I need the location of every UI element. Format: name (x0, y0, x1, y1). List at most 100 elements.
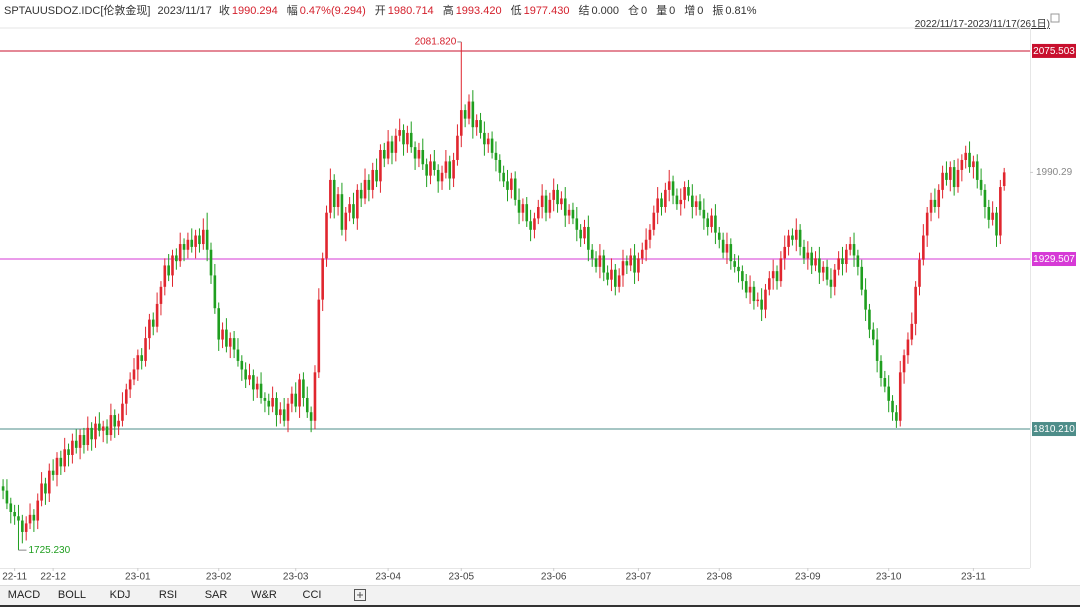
field-label: 结 (578, 5, 590, 17)
candle-body (671, 181, 675, 196)
candle-body (298, 379, 301, 407)
candle-body (136, 355, 140, 370)
candle-body (552, 189, 555, 200)
candle-body (617, 275, 621, 287)
candle-body (922, 235, 925, 260)
candle-body (5, 490, 9, 504)
candle-body (406, 132, 409, 145)
date-range[interactable]: 2022/11/17-2023/11/17(261日) (914, 19, 1050, 30)
candle-body (17, 516, 20, 521)
plus-icon[interactable] (354, 589, 366, 602)
field-value: 1990.294 (231, 5, 278, 17)
field-value: 1977.430 (523, 5, 570, 17)
x-tick-label: 23-05 (448, 572, 474, 583)
candle-body (294, 393, 298, 407)
candle-body (336, 194, 340, 208)
candle-body (933, 199, 937, 208)
candle-body (359, 189, 363, 199)
candle-body (802, 246, 806, 259)
tab[interactable]: BOLL (57, 589, 87, 601)
candle-body (421, 149, 425, 165)
candle-body (771, 271, 775, 279)
candle-body (702, 209, 706, 219)
candle-body (398, 130, 401, 136)
candle-body (556, 189, 559, 205)
candle-body (36, 500, 40, 521)
candle-body (571, 209, 575, 219)
candle-body (155, 303, 159, 327)
candle-body (86, 427, 90, 446)
price-label: 1929.507 (1033, 254, 1075, 265)
candle-body (875, 339, 879, 361)
candle-body (94, 423, 97, 440)
candle-body (806, 252, 810, 259)
candle-body (841, 258, 844, 265)
candle-body (71, 440, 74, 455)
field-value: 0 (669, 5, 676, 17)
candle-body (629, 255, 633, 266)
chart: 1990.29 22-11 22-12 23-01 23-02 23-03 23-04 23-… (0, 13, 1076, 583)
candle-body (32, 514, 36, 521)
candle-body (248, 375, 251, 380)
candle-body (583, 226, 586, 239)
candle-body (798, 229, 802, 247)
candle-body (255, 383, 259, 390)
candle-body (305, 397, 309, 413)
candle-body (845, 249, 848, 265)
candle-body (352, 204, 355, 219)
candle-body (590, 249, 594, 259)
tab[interactable]: MACD (7, 589, 41, 601)
tab[interactable]: W&R (251, 589, 277, 601)
tab[interactable]: SAR (204, 589, 228, 601)
candle-body (182, 244, 186, 250)
candle-body (159, 286, 163, 304)
x-tick-label: 23-11 (961, 572, 986, 583)
candle-body (363, 179, 367, 199)
candle-body (906, 339, 910, 356)
tab[interactable]: KDJ (109, 589, 131, 601)
field-value: 1980.714 (387, 5, 434, 17)
candle-body (417, 149, 421, 159)
candle-body (968, 152, 971, 168)
candle-body (687, 187, 690, 196)
candle-body (171, 255, 174, 276)
candle-body (67, 449, 70, 455)
candle-body (232, 338, 236, 350)
candle-body (675, 195, 679, 205)
candle-body (163, 265, 167, 287)
candle-body (1002, 172, 1006, 187)
candle-body (621, 261, 625, 276)
candle-body (536, 207, 540, 219)
candle-body (105, 426, 109, 436)
candle-body (914, 286, 917, 324)
candle-body (648, 229, 652, 240)
candle-body (937, 189, 941, 208)
candle-body (991, 212, 994, 220)
candle-body (987, 207, 991, 220)
x-tick-label: 23-06 (541, 572, 567, 583)
min-label: 1725.230 (28, 545, 70, 556)
candle-body (51, 470, 55, 475)
candle-body (151, 319, 155, 327)
candle-body (78, 435, 82, 448)
candle-body (579, 229, 582, 239)
candle-body (448, 161, 452, 179)
candle-body (329, 179, 332, 213)
candle-body (679, 199, 683, 205)
x-tick-label: 23-10 (876, 572, 902, 583)
candle-body (691, 195, 694, 208)
candle-body (810, 252, 813, 266)
candle-body (21, 520, 24, 532)
icon[interactable] (1050, 13, 1060, 23)
candle-body (587, 226, 590, 250)
candle-body (594, 258, 598, 267)
field-value: 1993.420 (455, 5, 502, 17)
add-tab[interactable] (336, 586, 384, 605)
candle-body (787, 235, 790, 247)
tab[interactable]: RSI (158, 589, 178, 601)
date: 2023/11/17 (157, 5, 212, 17)
tab[interactable]: CCI (302, 589, 322, 601)
candle-body (540, 195, 544, 208)
candle-body (59, 457, 63, 467)
candle-body (101, 426, 105, 431)
